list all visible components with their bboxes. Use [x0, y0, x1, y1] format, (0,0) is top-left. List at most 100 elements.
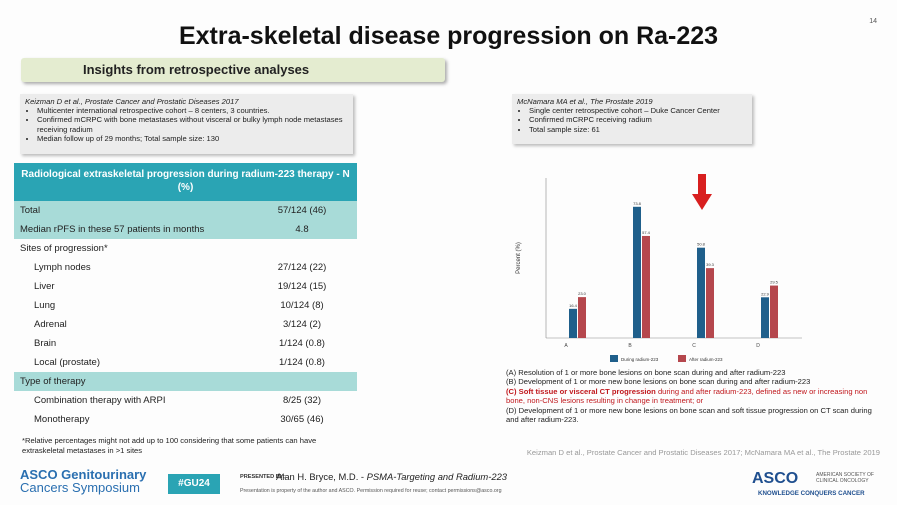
bar-C-during — [697, 247, 705, 338]
bar-A-after — [578, 297, 586, 338]
asco-logo: ASCO AMERICAN SOCIETY OF CLINICAL ONCOLO… — [752, 470, 874, 497]
bar-chart-svg: Percent (%) 16.4 23.0 A 73.8 57.4 B 50.8 39.3 C 22… — [516, 174, 802, 362]
table-row: Monotherapy 30/65 (46) — [14, 410, 357, 429]
row-label: Total — [20, 205, 41, 216]
left-ref-bullet: Confirmed mCRPC with bone metastases wit… — [37, 115, 348, 133]
asco-gu-logo-line1: ASCO Genitourinary — [20, 467, 147, 482]
right-ref-bullet: Single center retrospective cohort – Duk… — [529, 106, 747, 115]
y-axis-label: Percent (%) — [516, 242, 522, 274]
bar-value-label: 73.8 — [633, 201, 642, 206]
presenter-talk: PSMA-Targeting and Radium-223 — [366, 471, 508, 482]
row-label: Lymph nodes — [34, 262, 91, 273]
legend-item-c-highlight: (C) Soft tissue or visceral CT progressi… — [506, 386, 656, 396]
row-label: Lung — [34, 300, 56, 311]
bar-value-label: 16.4 — [569, 303, 578, 308]
chart-legend-text: (A) Resolution of 1 or more bone lesions… — [506, 368, 876, 424]
table-row: Sites of progression* — [14, 239, 357, 258]
bar-value-label: 29.5 — [770, 280, 779, 285]
bar-value-label: 23.0 — [578, 291, 587, 296]
left-ref-bullet: Median follow up of 29 months; Total sam… — [37, 134, 348, 143]
slide-title: Extra-skeletal disease progression on Ra… — [178, 22, 719, 50]
row-label: Combination therapy with ARPI — [34, 395, 166, 406]
presenter-name: Alan H. Bryce, M.D. - — [276, 471, 367, 482]
progression-table: Radiological extraskeletal progression d… — [14, 163, 357, 429]
table-body: Total 57/124 (46) Median rPFS in these 57 … — [14, 201, 357, 429]
row-label: Median rPFS in these 57 patients in mont… — [20, 224, 205, 235]
left-ref-head: Keizman D et al., Prostate Cancer and Pr… — [25, 97, 239, 106]
bar-value-label: 22.9 — [761, 291, 770, 296]
row-label: Liver — [34, 281, 55, 292]
bar-value-label: 57.4 — [642, 230, 651, 235]
right-ref-bullet: Confirmed mCRPC receiving radium — [529, 115, 747, 124]
legend-item-c: (C) Soft tissue or visceral CT progressi… — [506, 387, 876, 406]
legend-item-a: (A) Resolution of 1 or more bone lesions… — [506, 368, 786, 377]
legend-swatch-during — [610, 355, 618, 362]
presenter: Alan H. Bryce, M.D. - PSMA-Targeting and… — [276, 471, 507, 482]
citation: Keizman D et al., Prostate Cancer and Pr… — [526, 448, 880, 457]
left-reference-box: Keizman D et al., Prostate Cancer and Pr… — [20, 94, 353, 154]
x-tick-label: B — [628, 343, 632, 349]
row-label: Sites of progression* — [20, 243, 108, 254]
red-arrow-head — [692, 194, 712, 210]
row-label: Local (prostate) — [34, 357, 101, 368]
red-arrow-shaft — [698, 174, 706, 194]
row-label: Monotherapy — [34, 414, 90, 425]
table-header: Radiological extraskeletal progression d… — [14, 163, 357, 201]
legend-item-c-rest: during and after radium-223, defined as … — [506, 386, 868, 406]
x-tick-label: A — [564, 343, 568, 349]
table-row: Total 57/124 (46) — [14, 201, 357, 220]
row-value: 10/124 (8) — [280, 300, 324, 311]
table-row: Median rPFS in these 57 patients in mont… — [14, 220, 357, 239]
bar-D-during — [761, 297, 769, 338]
x-tick-label: D — [756, 343, 760, 349]
legend-item-b: (B) Development of 1 or more new bone le… — [506, 377, 811, 387]
row-value: 1/124 (0.8) — [279, 338, 325, 349]
row-value: 3/124 (2) — [282, 319, 322, 330]
bar-value-label: 39.3 — [706, 262, 715, 267]
x-tick-label: C — [692, 343, 696, 349]
bar-B-during — [633, 206, 641, 338]
bar-D-after — [770, 285, 778, 338]
footnote: *Relative percentages might not add up t… — [22, 436, 317, 455]
asco-gu-logo: ASCO Genitourinary Cancers Symposium — [20, 468, 146, 494]
subtitle-banner: Insights from retrospective analyses — [21, 58, 445, 82]
bar-chart: Percent (%) 16.4 23.0 A 73.8 57.4 B 50.8 39.3 C 22… — [510, 168, 810, 368]
right-ref-head: McNamara MA et al., The Prostate 2019 — [517, 97, 653, 106]
permission-note: Presentation is property of the author a… — [240, 488, 502, 494]
right-ref-bullet: Total sample size: 61 — [529, 125, 747, 134]
left-ref-list: Multicenter international retrospective … — [25, 106, 348, 143]
asco-logo-text: ASCO — [752, 470, 799, 487]
table-row: Lymph nodes 27/124 (22) — [14, 258, 357, 277]
row-label: Adrenal — [34, 319, 67, 330]
legend-item-d: (D) Development of 1 or more new bone le… — [506, 405, 872, 425]
legend-label-after: After radium-223 — [689, 357, 723, 362]
bar-B-after — [642, 235, 650, 338]
legend-swatch-after — [678, 355, 686, 362]
asco-society-name: AMERICAN SOCIETY OF CLINICAL ONCOLOGY — [816, 472, 874, 484]
right-ref-list: Single center retrospective cohort – Duk… — [517, 106, 747, 134]
bar-value-label: 50.8 — [697, 242, 706, 247]
row-value: 30/65 (46) — [280, 414, 324, 425]
row-value: 4.8 — [295, 224, 309, 235]
row-value: 8/25 (32) — [282, 395, 322, 406]
table-row: Brain 1/124 (0.8) — [14, 334, 357, 353]
row-value: 27/124 (22) — [277, 262, 327, 273]
hashtag-badge: #GU24 — [168, 474, 220, 494]
footer: ASCO Genitourinary Cancers Symposium #GU… — [0, 466, 897, 505]
presented-by-label: PRESENTED BY: — [240, 474, 285, 480]
row-value: 19/124 (15) — [277, 281, 327, 292]
table-row: Type of therapy — [14, 372, 357, 391]
row-value: 57/124 (46) — [277, 205, 327, 216]
bar-A-during — [569, 308, 577, 338]
right-reference-box: McNamara MA et al., The Prostate 2019 Si… — [512, 94, 752, 144]
asco-gu-logo-line2: Cancers Symposium — [20, 480, 140, 495]
table-row: Local (prostate) 1/124 (0.8) — [14, 353, 357, 372]
table-row: Lung 10/124 (8) — [14, 296, 357, 315]
row-value: 1/124 (0.8) — [279, 357, 325, 368]
left-ref-bullet: Multicenter international retrospective … — [37, 106, 348, 115]
table-row: Liver 19/124 (15) — [14, 277, 357, 296]
legend-label-during: During radium-223 — [621, 357, 659, 362]
bar-C-after — [706, 268, 714, 338]
table-row: Combination therapy with ARPI 8/25 (32) — [14, 391, 357, 410]
